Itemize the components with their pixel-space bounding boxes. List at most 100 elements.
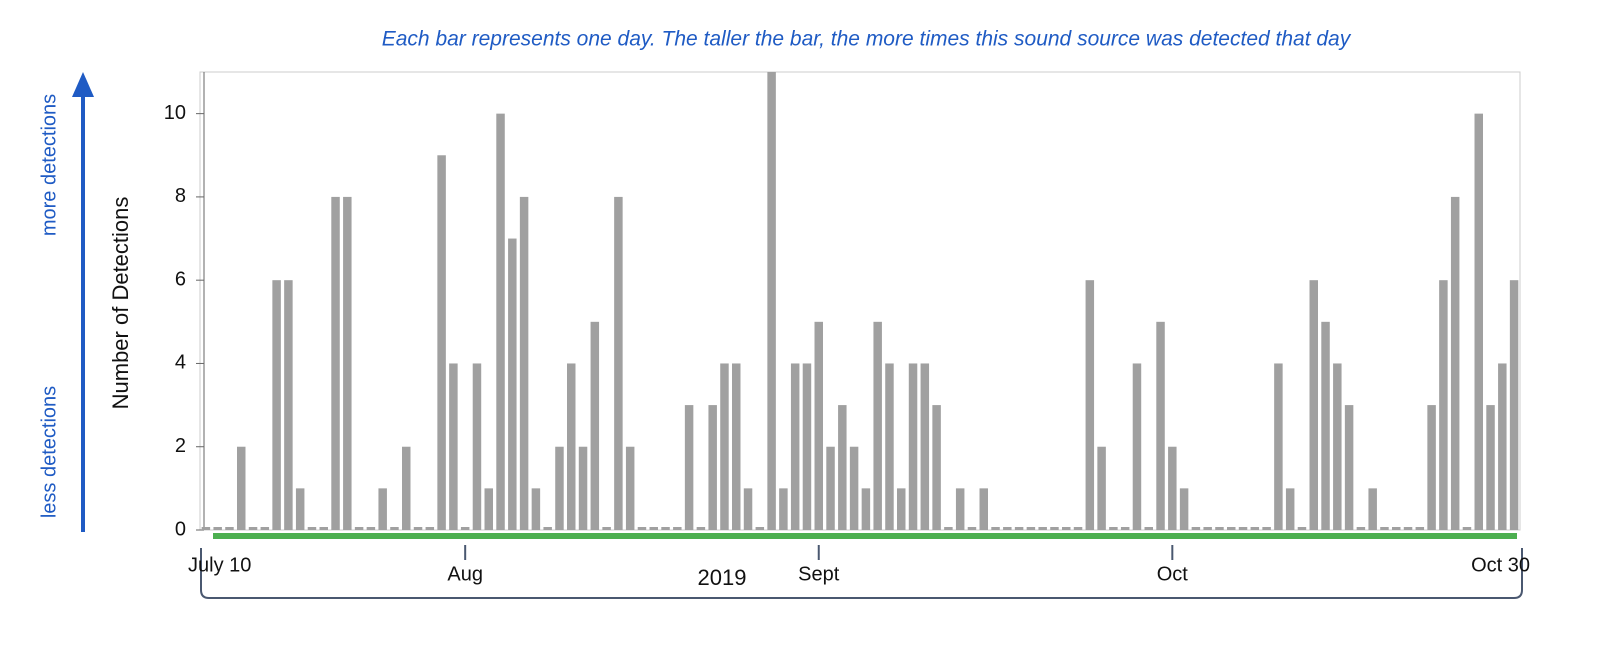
bar: [319, 527, 328, 530]
bar: [567, 363, 576, 530]
bar: [1415, 527, 1425, 530]
bar: [1168, 446, 1177, 530]
bar: [720, 363, 729, 530]
x-tick-label: Oct: [1157, 563, 1189, 585]
bar: [897, 488, 906, 530]
bar: [991, 527, 1000, 530]
bar: [284, 280, 293, 530]
bar: [472, 363, 482, 530]
bar: [1026, 527, 1036, 530]
bar: [873, 321, 882, 530]
y-tick-label: 6: [175, 268, 186, 290]
bar: [578, 446, 588, 530]
bar: [331, 196, 340, 530]
bar: [1144, 527, 1153, 530]
bar: [779, 488, 788, 530]
bar: [1109, 527, 1118, 530]
bar: [248, 527, 258, 530]
bar: [402, 446, 411, 530]
bar: [932, 405, 941, 530]
bar: [649, 527, 658, 530]
bar: [343, 196, 352, 530]
bar: [920, 363, 930, 530]
bar: [437, 155, 446, 531]
bar: [767, 72, 776, 530]
bar: [1227, 527, 1236, 530]
bar: [967, 527, 977, 530]
bar: [732, 363, 741, 530]
bar: [1262, 527, 1271, 530]
bar: [1344, 405, 1354, 530]
bar: [543, 527, 552, 530]
y-tick-label: 10: [164, 102, 186, 124]
bar: [201, 527, 211, 530]
plot-frame: [199, 71, 1521, 531]
bar: [1073, 527, 1083, 530]
year-bracket: [200, 548, 1523, 599]
x-tick-label: Aug: [447, 563, 483, 585]
bar: [1014, 527, 1024, 530]
bar: [508, 238, 517, 530]
y-tick-label: 2: [175, 435, 186, 457]
bar: [425, 527, 435, 530]
x-tick-label: Sept: [798, 563, 840, 585]
bar: [590, 321, 600, 530]
bar: [614, 196, 623, 530]
bar: [307, 527, 317, 530]
bar: [1392, 527, 1401, 530]
bar: [460, 527, 470, 530]
bar: [1450, 196, 1460, 530]
arrow-top-label: more detections: [38, 94, 60, 236]
bar: [1003, 527, 1012, 530]
bar: [1191, 527, 1201, 530]
bar: [885, 363, 894, 530]
bar: [225, 527, 234, 530]
y-tick-label: 0: [175, 518, 186, 540]
bar: [519, 196, 529, 530]
bar: [955, 488, 965, 530]
arrow-head: [72, 72, 94, 97]
bar: [555, 446, 564, 530]
bar: [1179, 488, 1189, 530]
bar: [1297, 527, 1307, 530]
bar: [790, 363, 800, 530]
bar: [814, 321, 823, 530]
bar: [673, 527, 682, 530]
bar: [531, 488, 541, 530]
bar: [413, 527, 423, 530]
bar: [1156, 321, 1165, 530]
bar: [1427, 405, 1436, 530]
y-tick-label: 8: [175, 185, 186, 207]
x-tick-label: Oct 30: [1471, 554, 1530, 576]
bar: [378, 488, 387, 530]
bar: [979, 488, 988, 530]
bar: [802, 363, 812, 530]
bar: [908, 363, 918, 530]
bar: [661, 527, 670, 530]
bar: [1062, 527, 1071, 530]
bar: [1321, 321, 1330, 530]
bar: [1274, 363, 1283, 530]
bar: [944, 527, 953, 530]
bar: [213, 527, 222, 530]
bar: [625, 446, 635, 530]
bar: [496, 113, 505, 531]
bar: [1439, 280, 1448, 530]
bar: [743, 488, 753, 530]
annotation: Each bar represents one day. The taller …: [382, 28, 1352, 51]
bar: [1403, 527, 1413, 530]
bar: [1486, 405, 1495, 530]
y-axis-label: Number of Detections: [108, 197, 133, 410]
bar: [849, 446, 859, 530]
bar: [1050, 527, 1059, 530]
bar: [449, 363, 458, 530]
bar: [1474, 113, 1483, 531]
bar: [1120, 527, 1130, 530]
bar: [260, 527, 270, 530]
bar: [1333, 363, 1342, 530]
bar: [1085, 280, 1095, 530]
bar: [1380, 527, 1389, 530]
bar: [602, 527, 611, 530]
bar: [826, 446, 835, 530]
